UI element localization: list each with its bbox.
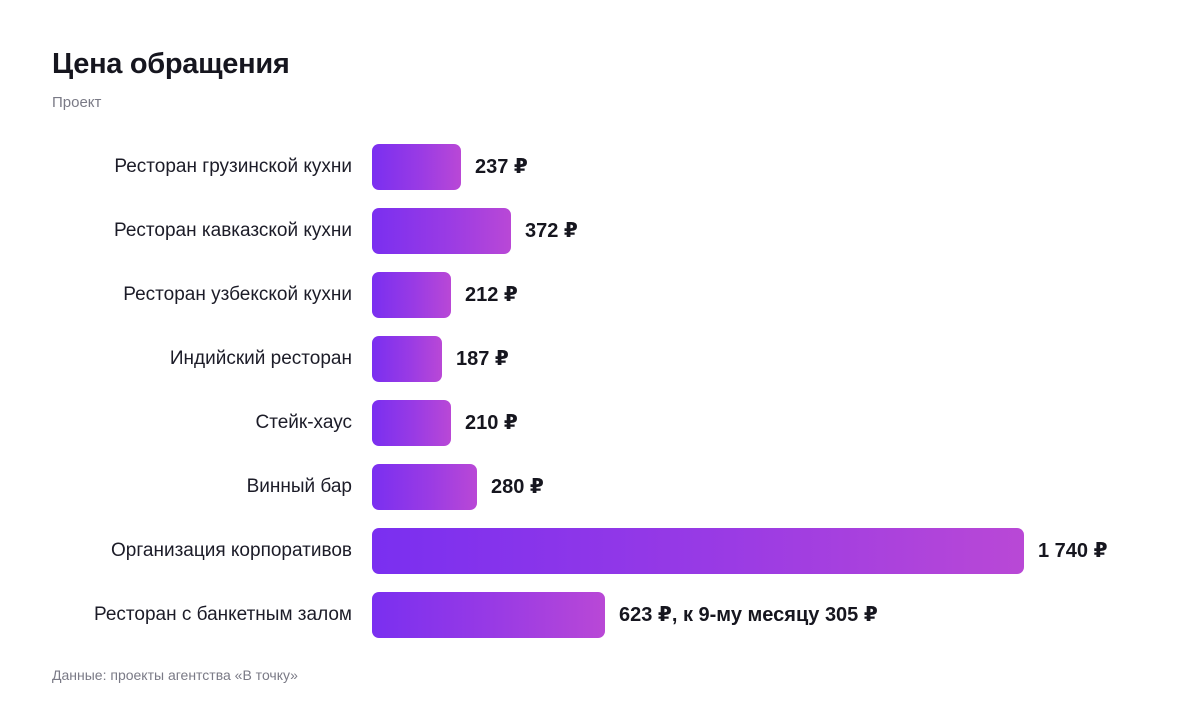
value-label: 187 ₽ [456,348,509,370]
bar [372,208,511,254]
bar [372,336,442,382]
bar-row: Винный бар 280 ₽ [0,464,1200,510]
category-label: Ресторан грузинской кухни [114,156,352,177]
category-label: Ресторан с банкетным залом [93,604,352,625]
bar-row: Ресторан кавказской кухни 372 ₽ [0,208,1200,254]
bar [372,272,451,318]
value-label: 372 ₽ [525,220,578,242]
bar-row: Стейк-хаус 210 ₽ [0,400,1200,446]
value-label: 210 ₽ [465,412,518,434]
data-source-note: Данные: проекты агентства «В точку» [52,667,298,683]
value-label: 212 ₽ [465,284,518,306]
bar-row: Ресторан с банкетным залом 623 ₽, к 9-му … [0,592,1200,638]
bar-row: Организация корпоративов 1 740 ₽ [0,528,1200,574]
category-label: Ресторан узбекской кухни [123,284,352,305]
category-label: Организация корпоративов [111,540,352,561]
category-label: Стейк-хаус [255,412,352,433]
bar-row: Индийский ресторан 187 ₽ [0,336,1200,382]
value-label: 623 ₽, к 9-му месяцу 305 ₽ [619,604,878,626]
bar [372,464,477,510]
bar [372,528,1024,574]
bar-row: Ресторан узбекской кухни 212 ₽ [0,272,1200,318]
bar [372,592,605,638]
category-label: Ресторан кавказской кухни [114,220,352,241]
bar [372,400,451,446]
bar-row: Ресторан грузинской кухни 237 ₽ [0,144,1200,190]
value-label: 237 ₽ [475,156,528,178]
value-label: 1 740 ₽ [1038,540,1108,562]
value-label: 280 ₽ [491,476,544,498]
chart-subtitle: Проект [52,94,102,111]
category-label: Индийский ресторан [169,348,352,369]
chart-title: Цена обращения [52,48,290,80]
category-label: Винный бар [246,476,352,497]
bar [372,144,461,190]
